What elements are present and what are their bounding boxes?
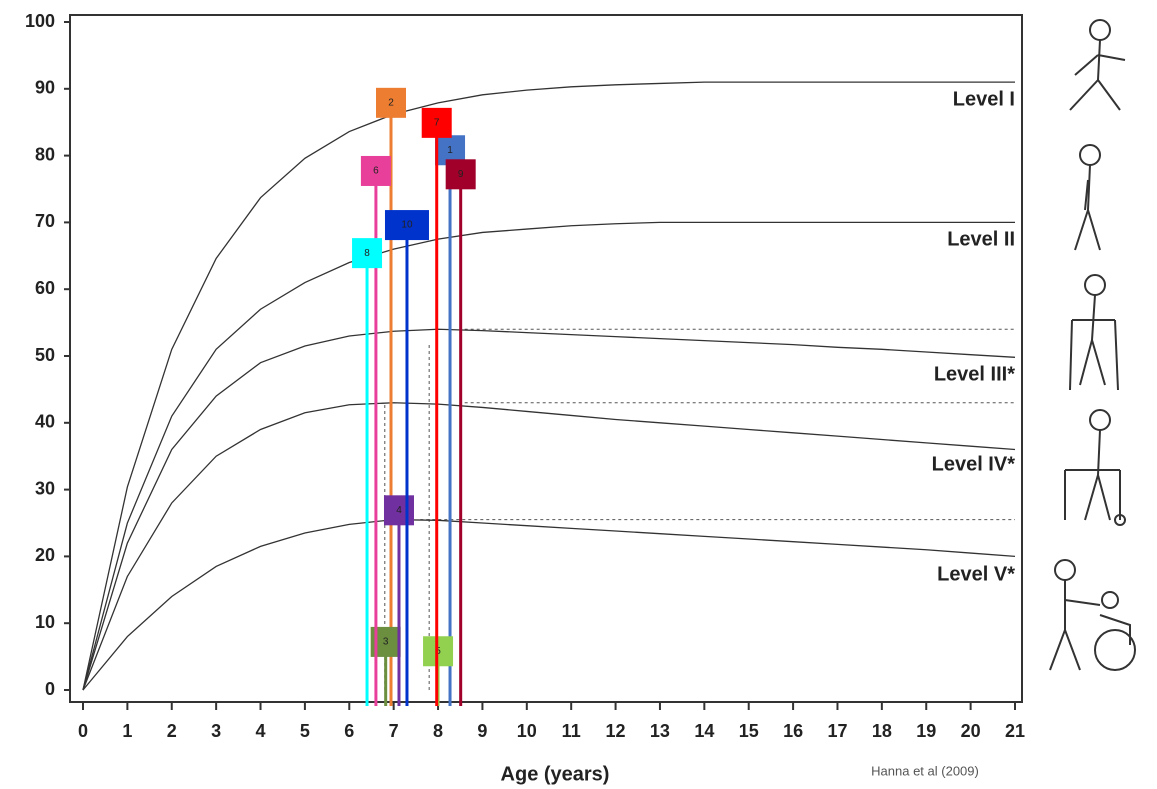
curve-label: Level IV*	[932, 453, 1016, 475]
y-tick-label: 0	[45, 679, 55, 699]
x-tick-label: 15	[739, 721, 759, 741]
y-tick-label: 60	[35, 278, 55, 298]
x-tick-label: 20	[961, 721, 981, 741]
y-tick-label: 40	[35, 412, 55, 432]
chart: Age (years) Hanna et al (2009) 010203040…	[0, 0, 1157, 789]
x-tick-label: 11	[562, 721, 581, 741]
x-tick-label: 9	[477, 721, 487, 741]
x-tick-label: 1	[122, 721, 132, 741]
x-tick-label: 6	[344, 721, 354, 741]
curve-label: Level III*	[934, 363, 1015, 385]
x-tick-label: 21	[1005, 721, 1025, 741]
child-with-walker	[1065, 410, 1125, 525]
curve	[83, 329, 1015, 690]
curve-label: Level I	[953, 88, 1015, 110]
y-tick-label: 30	[35, 478, 55, 498]
x-tick-label: 4	[256, 721, 266, 741]
child-in-wheelchair	[1050, 560, 1135, 670]
plot-frame	[70, 15, 1022, 702]
curve-label: Level II	[947, 228, 1015, 250]
marker-label: 6	[373, 166, 379, 177]
x-tick-label: 16	[783, 721, 803, 741]
source-note: Hanna et al (2009)	[871, 763, 979, 778]
marker-label: 3	[383, 637, 389, 648]
marker-label: 2	[388, 97, 394, 108]
marker-label: 9	[458, 169, 464, 180]
child-with-walker	[1070, 275, 1118, 390]
x-tick-label: 2	[167, 721, 177, 741]
x-tick-label: 18	[872, 721, 892, 741]
y-tick-label: 80	[35, 144, 55, 164]
marker-label: 10	[401, 220, 413, 231]
x-tick-label: 12	[606, 721, 626, 741]
x-tick-label: 14	[694, 721, 714, 741]
x-tick-label: 13	[650, 721, 670, 741]
marker-label: 4	[396, 505, 402, 516]
walking-child	[1075, 145, 1100, 250]
marker-label: 1	[447, 145, 453, 156]
x-tick-label: 19	[916, 721, 936, 741]
x-tick-label: 3	[211, 721, 221, 741]
x-tick-label: 5	[300, 721, 310, 741]
walking-child	[1070, 20, 1125, 110]
y-tick-label: 90	[35, 78, 55, 98]
curve	[83, 520, 1015, 690]
y-tick-label: 10	[35, 612, 55, 632]
y-tick-label: 20	[35, 545, 55, 565]
x-tick-label: 17	[827, 721, 847, 741]
y-tick-label: 100	[25, 11, 55, 31]
illustrations	[1050, 20, 1135, 670]
x-tick-label: 10	[517, 721, 537, 741]
y-tick-label: 70	[35, 211, 55, 231]
marker-label: 7	[434, 118, 440, 129]
curve-label: Level V*	[937, 563, 1015, 585]
x-axis-label: Age (years)	[501, 763, 610, 785]
x-tick-label: 0	[78, 721, 88, 741]
x-tick-label: 8	[433, 721, 443, 741]
y-tick-label: 50	[35, 345, 55, 365]
curve	[83, 82, 1015, 690]
x-tick-label: 7	[389, 721, 399, 741]
curve	[83, 222, 1015, 690]
marker-label: 8	[364, 248, 370, 259]
